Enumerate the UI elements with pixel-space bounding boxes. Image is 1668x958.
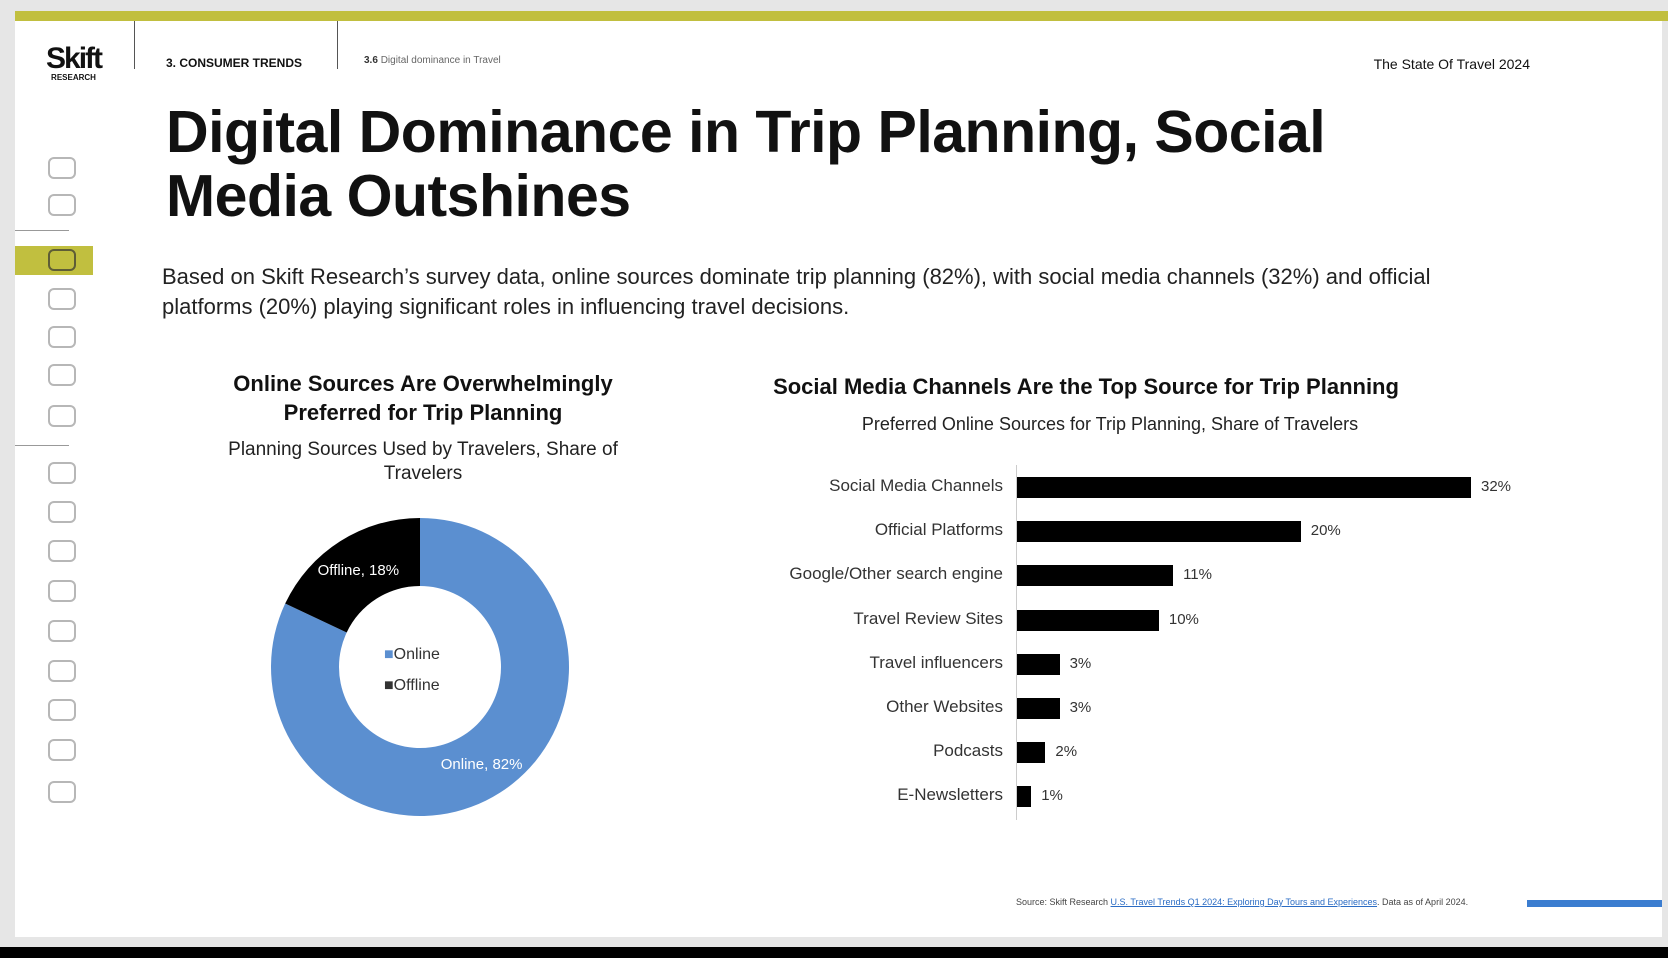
bar bbox=[1017, 742, 1046, 764]
donut-subtitle: Planning Sources Used by Travelers, Shar… bbox=[228, 439, 618, 484]
user-icon[interactable] bbox=[48, 699, 76, 721]
page-title: Digital Dominance in Trip Planning, Soci… bbox=[166, 99, 1326, 229]
bar bbox=[1017, 698, 1060, 719]
divider bbox=[337, 21, 338, 69]
passport-icon[interactable] bbox=[48, 462, 76, 484]
bar-label: E-Newsletters bbox=[897, 785, 1003, 805]
bar bbox=[1017, 477, 1471, 498]
bar-label: Google/Other search engine bbox=[789, 564, 1003, 584]
sidebar-divider bbox=[15, 445, 69, 446]
head-icon[interactable] bbox=[48, 364, 76, 386]
legend-item-online: ■Online bbox=[384, 646, 440, 663]
donut-data-label: Offline, 18% bbox=[318, 562, 399, 579]
bar-value-label: 20% bbox=[1310, 522, 1341, 540]
bar-value-label: 32% bbox=[1481, 478, 1512, 495]
description: Based on Skift Research’s survey data, o… bbox=[162, 264, 1431, 319]
bar-title: Social Media Channels Are the Top Source… bbox=[773, 374, 1399, 399]
legend-item-offline: ■Offline bbox=[384, 677, 440, 694]
donut-slice-online bbox=[271, 518, 569, 816]
accent-bar bbox=[15, 11, 1668, 21]
bar-label: Official Platforms bbox=[874, 520, 1003, 540]
bar-value-label: 10% bbox=[1168, 610, 1199, 628]
bar bbox=[1017, 565, 1174, 587]
bar bbox=[1017, 653, 1060, 675]
piggy-bank-icon[interactable] bbox=[48, 405, 76, 427]
bar-value-label: 1% bbox=[1041, 787, 1063, 805]
section-label: 3. CONSUMER TRENDS bbox=[166, 56, 303, 70]
donut-slice-offline bbox=[285, 518, 420, 633]
handshake-icon[interactable] bbox=[48, 288, 76, 310]
globe-icon[interactable] bbox=[48, 157, 76, 179]
money-icon[interactable] bbox=[48, 580, 76, 602]
skift-logo: Skift RESEARCH bbox=[46, 42, 103, 82]
divider bbox=[134, 21, 135, 69]
sidebar-divider bbox=[15, 230, 69, 231]
people-icon[interactable] bbox=[48, 249, 76, 271]
bar-value-label: 3% bbox=[1069, 699, 1092, 716]
report-name: The State Of Travel 2024 bbox=[1373, 56, 1530, 72]
bar bbox=[1017, 521, 1301, 543]
source-note: Source: Skift Research U.S. Travel Trend… bbox=[1016, 897, 1469, 907]
bar-value-label: 3% bbox=[1069, 654, 1092, 672]
bar-label: Social Media Channels bbox=[829, 476, 1003, 495]
plane-icon[interactable] bbox=[48, 326, 76, 348]
search-chart-icon[interactable] bbox=[48, 194, 76, 216]
subsection-label: 3.6 Digital dominance in Travel bbox=[364, 55, 501, 66]
slide bbox=[15, 11, 1662, 937]
bar bbox=[1017, 786, 1032, 808]
bar-label: Travel Review Sites bbox=[853, 608, 1003, 628]
bar-label: Other Websites bbox=[886, 697, 1003, 716]
bottom-bar bbox=[0, 947, 1668, 958]
bar-value-label: 2% bbox=[1055, 743, 1078, 761]
bar-value-label: 11% bbox=[1183, 566, 1212, 584]
bar bbox=[1017, 609, 1159, 631]
calendar-icon[interactable] bbox=[48, 660, 76, 682]
home-icon[interactable] bbox=[48, 540, 76, 562]
bar-label: Podcasts bbox=[933, 741, 1003, 761]
bar-subtitle: Preferred Online Sources for Trip Planni… bbox=[861, 414, 1359, 434]
donut-data-label: Online, 82% bbox=[441, 756, 523, 773]
bar-axis bbox=[1016, 465, 1017, 820]
donut-title: Online Sources Are Overwhelmingly Prefer… bbox=[233, 371, 613, 425]
family-icon[interactable] bbox=[48, 620, 76, 642]
footer-bar bbox=[1527, 900, 1662, 907]
car-icon[interactable] bbox=[48, 781, 76, 803]
source-link[interactable]: U.S. Travel Trends Q1 2024: Exploring Da… bbox=[1110, 897, 1378, 907]
hotel-bell-icon[interactable] bbox=[48, 501, 76, 523]
bar-label: Travel influencers bbox=[869, 652, 1003, 672]
cruise-ship-icon[interactable] bbox=[48, 739, 76, 761]
